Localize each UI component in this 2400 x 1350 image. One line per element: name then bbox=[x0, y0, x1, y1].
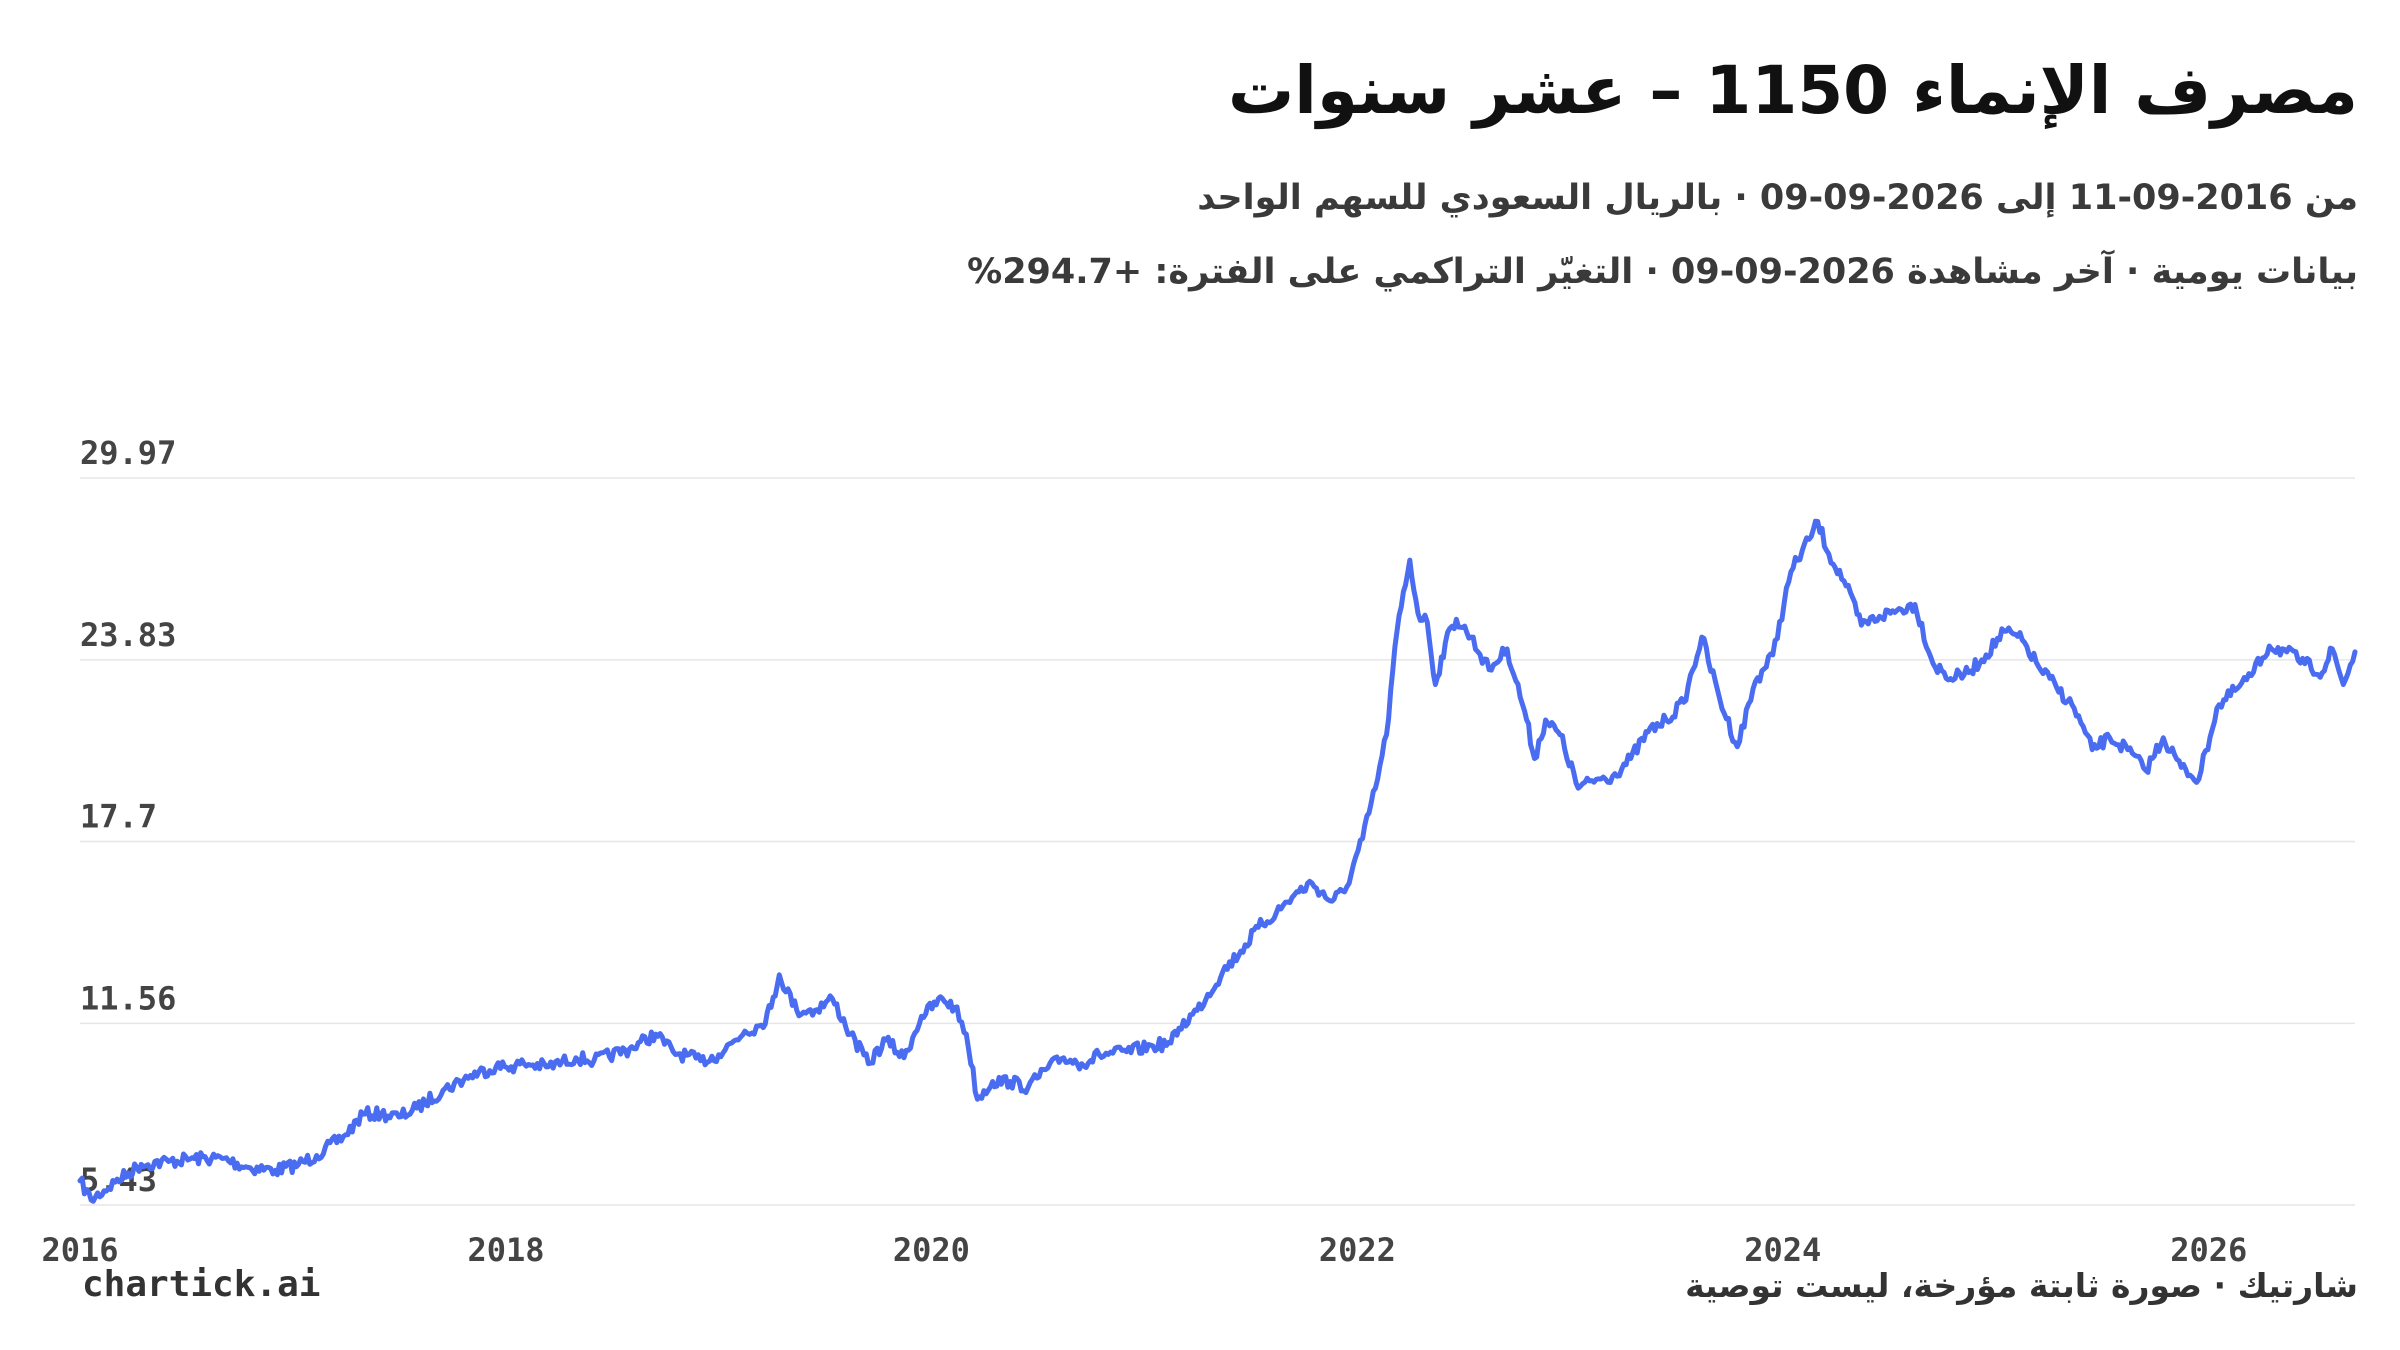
x-axis-ticks: 2016 2018 2020 2022 2024 2026 bbox=[41, 1231, 2247, 1269]
x-tick-label: 2016 bbox=[41, 1231, 118, 1269]
subtitle-summary: بيانات يومية · آخر مشاهدة 2026-09-09 · ا… bbox=[967, 252, 2358, 292]
y-tick-label: 23.83 bbox=[80, 616, 176, 654]
y-tick-label: 17.7 bbox=[80, 798, 157, 836]
x-tick-label: 2020 bbox=[893, 1231, 970, 1269]
brand-watermark: chartick.ai bbox=[82, 1264, 321, 1305]
page-title: مصرف الإنماء 1150 – عشر سنوات bbox=[1227, 52, 2358, 129]
grid-lines bbox=[80, 477, 2355, 1206]
y-tick-label: 11.56 bbox=[80, 979, 176, 1017]
x-tick-label: 2026 bbox=[2170, 1231, 2247, 1269]
disclaimer-note: شارتيك · صورة ثابتة مؤرخة، ليست توصية bbox=[1685, 1266, 2358, 1305]
y-tick-label: 29.97 bbox=[80, 434, 176, 472]
x-tick-label: 2024 bbox=[1744, 1231, 1821, 1269]
subtitle-date-range: من 2016-09-11 إلى 2026-09-09 · بالريال ا… bbox=[1197, 178, 2358, 218]
x-tick-label: 2018 bbox=[467, 1231, 544, 1269]
x-tick-label: 2022 bbox=[1319, 1231, 1396, 1269]
price-series-line bbox=[77, 518, 2358, 1204]
